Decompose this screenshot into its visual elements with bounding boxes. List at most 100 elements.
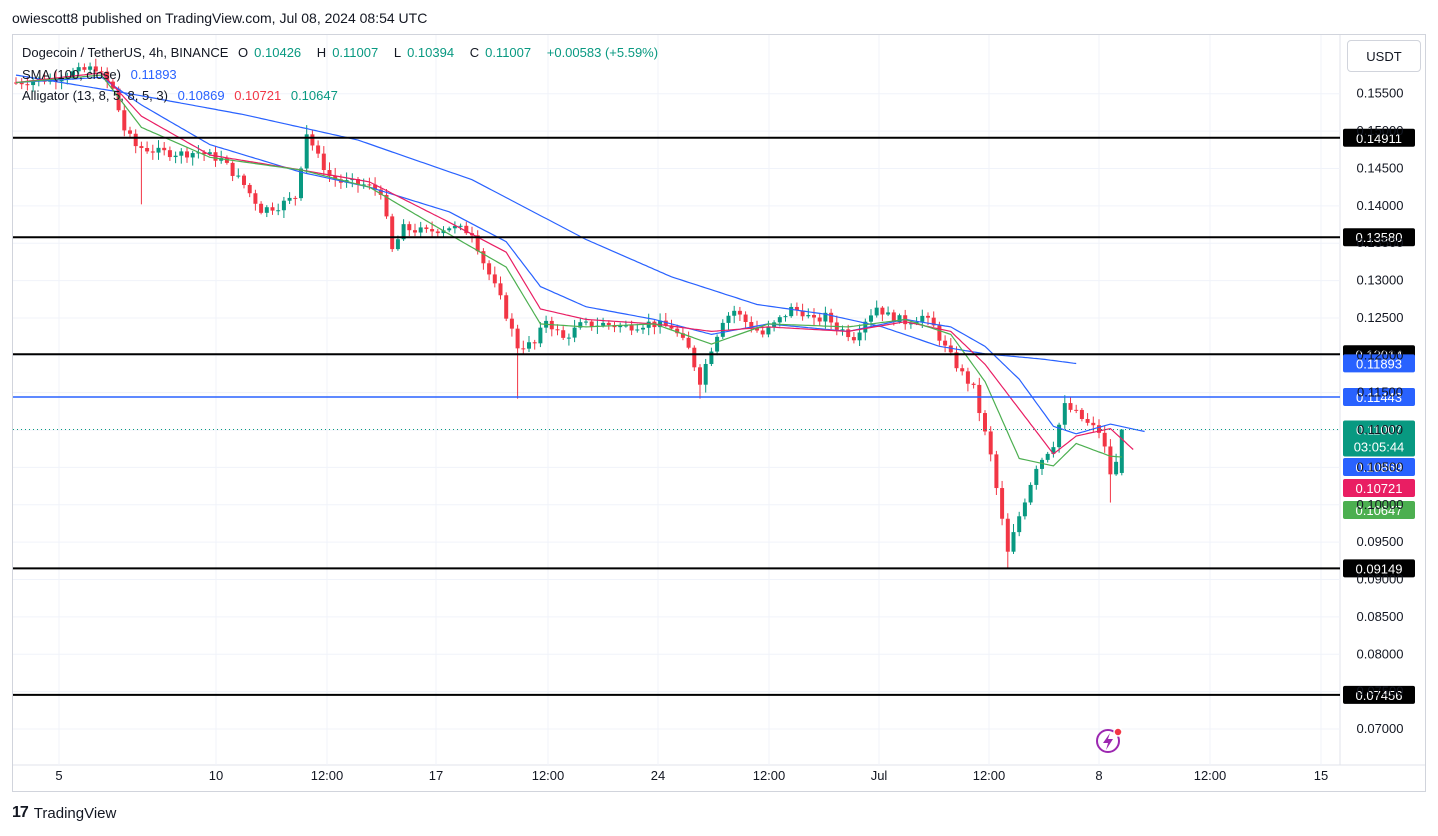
price-badge (1343, 354, 1415, 373)
candle-body (1000, 488, 1005, 519)
candle-body (869, 315, 873, 322)
candle-body (1068, 403, 1073, 410)
candle-body (692, 347, 697, 368)
candle-body (504, 295, 509, 319)
candle-body (25, 84, 30, 86)
candle-body (755, 328, 759, 331)
candle-body (395, 239, 400, 250)
candle-body (584, 321, 588, 323)
candle-body (732, 310, 737, 316)
y-tick-label: 0.12500 (1357, 310, 1404, 325)
candle-body (321, 153, 326, 171)
candle-body (937, 325, 942, 341)
alligator-lips-line (15, 74, 1122, 467)
y-axis-ticks: 0.15500 0.15000 0.14500 0.14000 0.13500 0.130… (1357, 86, 1404, 736)
lightning-icon[interactable] (1096, 727, 1123, 753)
candle-body (715, 336, 720, 352)
candle-body (424, 227, 429, 230)
candle-body (926, 315, 930, 318)
candle-body (527, 342, 531, 349)
price-badge-label: 0.10647 (1356, 503, 1403, 518)
y-tick-label: 0.10500 (1357, 459, 1404, 474)
x-tick-label: 15 (1314, 768, 1328, 783)
candle-body (150, 151, 155, 153)
countdown-label: 03:05:44 (1354, 440, 1405, 455)
currency-selector[interactable]: USDT (1347, 40, 1421, 72)
candle-body (880, 307, 885, 315)
candle-body (293, 197, 298, 199)
candle-body (1034, 468, 1039, 485)
candle-body (988, 431, 993, 455)
candle-body (162, 147, 167, 151)
level-badge-label: 0.11443 (1356, 390, 1402, 405)
candle-body (749, 321, 754, 329)
y-tick-label: 0.08000 (1357, 646, 1404, 661)
candle-body (287, 197, 292, 201)
candle-body (698, 367, 702, 385)
candle-body (521, 348, 526, 350)
candle-body (407, 224, 412, 231)
alligator-jaw-value: 0.10869 (177, 88, 225, 103)
candle-body (669, 325, 674, 329)
y-tick-label: 0.11000 (1357, 422, 1403, 437)
candle-body (891, 312, 896, 323)
alligator-teeth-value: 0.10721 (234, 88, 282, 103)
open-label: O (238, 45, 249, 60)
y-tick-label: 0.10000 (1357, 497, 1404, 512)
chart-frame[interactable] (12, 34, 1426, 792)
candle-body (1085, 418, 1090, 423)
candle-body (863, 321, 868, 333)
candlestick-series (14, 58, 1124, 569)
x-tick-label: 12:00 (532, 768, 565, 783)
candle-body (179, 151, 184, 156)
level-badge-label: 0.09149 (1356, 561, 1403, 576)
candle-body (259, 203, 264, 213)
candle-body (618, 325, 623, 328)
candle-body (931, 317, 936, 326)
sma-line (15, 74, 1077, 365)
candle-body (800, 310, 805, 317)
candle-body (373, 184, 378, 190)
x-tick-label: 5 (55, 768, 62, 783)
candle-body (766, 326, 771, 335)
sma-value: 0.11893 (130, 67, 177, 82)
candle-body (623, 325, 628, 327)
candle-body (401, 224, 406, 240)
alligator-lips-value: 0.10647 (290, 88, 338, 103)
y-tick-label: 0.14000 (1357, 198, 1404, 213)
candle-body (977, 384, 982, 414)
candle-body (983, 413, 987, 432)
footer-brand[interactable]: 17 TradingView (12, 804, 116, 822)
candle-body (737, 310, 742, 315)
candle-body (384, 194, 389, 217)
candle-body (874, 307, 879, 316)
candle-body (641, 327, 645, 330)
x-tick-label: 12:00 (311, 768, 344, 783)
candle-body (589, 321, 594, 327)
candle-body (635, 329, 640, 331)
y-tick-label: 0.14500 (1357, 160, 1404, 175)
candle-body (224, 158, 229, 163)
price-badge (1343, 420, 1415, 457)
alligator-jaw-line (15, 76, 1145, 435)
candle-body (270, 207, 275, 211)
candle-body (71, 71, 75, 78)
candle-body (185, 151, 189, 158)
legend-sma[interactable]: SMA (100, close) 0.11893 (22, 67, 183, 82)
candle-body (954, 352, 959, 369)
legend-symbol[interactable]: Dogecoin / TetherUS, 4h, BINANCE (22, 45, 229, 60)
low-value: 0.10394 (407, 45, 455, 60)
candle-body (846, 329, 851, 338)
legend-ohlc: Dogecoin / TetherUS, 4h, BINANCE O 0.1042… (22, 45, 664, 60)
candle-body (458, 225, 463, 227)
candle-body (1045, 453, 1050, 460)
candle-body (202, 152, 207, 155)
candle-body (703, 363, 708, 385)
level-badge (1343, 387, 1415, 406)
legend-alligator[interactable]: Alligator (13, 8, 5, 8, 5, 3) 0.10869 0.… (22, 88, 344, 103)
candle-body (1119, 429, 1124, 473)
y-tick-label: 0.13000 (1357, 273, 1404, 288)
candle-body (350, 179, 355, 181)
alligator-teeth-line (15, 72, 1134, 455)
